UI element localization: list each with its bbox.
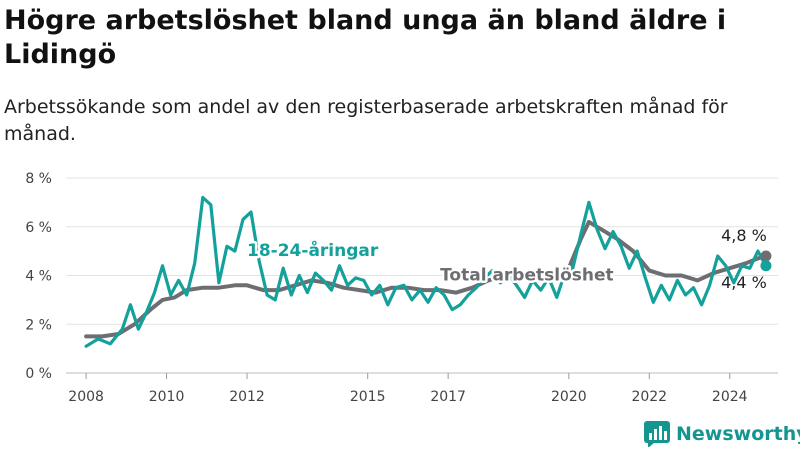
x-tick-label: 2024 [712, 389, 748, 405]
y-tick-label: 2 % [25, 317, 52, 333]
x-tick-label: 2017 [430, 389, 466, 405]
series-end-label: 4,8 % [721, 226, 767, 245]
series-annotation: Total arbetslöshet [440, 265, 614, 285]
series-end-point [760, 250, 772, 262]
x-tick-label: 2008 [68, 389, 104, 405]
y-tick-label: 4 % [25, 269, 52, 285]
brand-name: Newsworthy [676, 423, 800, 445]
y-tick-label: 8 % [25, 171, 52, 187]
x-tick-label: 2020 [551, 389, 587, 405]
x-tick-label: 2010 [149, 389, 185, 405]
bar-chart-logo-icon [644, 421, 670, 447]
series-line [84, 219, 768, 339]
x-tick-label: 2015 [350, 389, 386, 405]
newsworthy-logo: Newsworthy [644, 420, 800, 448]
x-tick-label: 2012 [229, 389, 265, 405]
x-tick-label: 2022 [631, 389, 667, 405]
series-line [84, 195, 768, 348]
chart-subtitle: Arbetssökande som andel av den registerb… [4, 96, 728, 145]
series-end-label: 4,4 % [721, 273, 767, 292]
series-end-point [760, 260, 772, 272]
y-tick-label: 6 % [25, 220, 52, 236]
chart-title: Högre arbetslöshet bland unga än bland ä… [4, 5, 727, 70]
y-tick-label: 0 % [25, 366, 52, 382]
series-annotation: 18-24-åringar [247, 239, 379, 261]
